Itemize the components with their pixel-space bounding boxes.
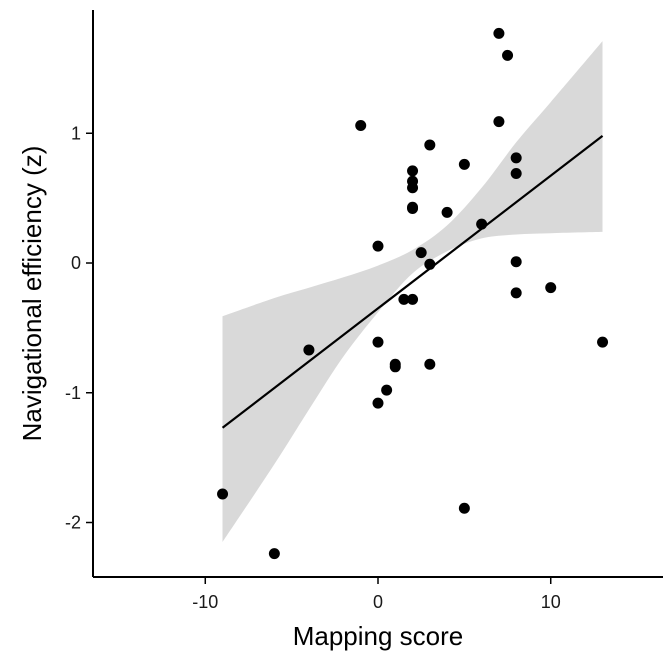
data-point bbox=[458, 158, 470, 170]
x-tick-label: 10 bbox=[541, 592, 561, 612]
data-point bbox=[268, 548, 280, 560]
y-axis-ticks: -2 -1 0 1 bbox=[65, 123, 93, 533]
data-point bbox=[303, 344, 315, 356]
data-point bbox=[493, 27, 505, 39]
data-point bbox=[493, 116, 505, 128]
data-point bbox=[389, 361, 401, 373]
data-point bbox=[458, 502, 470, 514]
data-point bbox=[510, 287, 522, 299]
x-axis-ticks: -10 0 10 bbox=[192, 577, 561, 612]
data-point bbox=[510, 256, 522, 268]
data-point bbox=[545, 282, 557, 294]
data-point bbox=[217, 488, 229, 500]
x-tick-label: -10 bbox=[192, 592, 218, 612]
y-tick-label: -1 bbox=[65, 383, 81, 403]
data-point bbox=[372, 240, 384, 252]
y-tick-label: 1 bbox=[71, 123, 81, 143]
data-point bbox=[372, 336, 384, 348]
data-point bbox=[441, 206, 453, 218]
y-axis-title: Navigational efficiency (z) bbox=[17, 146, 47, 442]
y-tick-label: -2 bbox=[65, 513, 81, 533]
data-point bbox=[597, 336, 609, 348]
data-point bbox=[510, 167, 522, 179]
data-point bbox=[407, 201, 419, 213]
x-tick-label: 0 bbox=[373, 592, 383, 612]
data-point bbox=[415, 247, 427, 259]
data-point bbox=[355, 119, 367, 131]
data-point bbox=[424, 139, 436, 151]
regression-line bbox=[221, 134, 604, 429]
data-point bbox=[407, 293, 419, 305]
data-point bbox=[510, 152, 522, 164]
data-point bbox=[381, 384, 393, 396]
data-point bbox=[372, 397, 384, 409]
data-point bbox=[407, 182, 419, 194]
data-point bbox=[407, 165, 419, 177]
data-point bbox=[502, 49, 514, 61]
confidence-band bbox=[222, 41, 603, 542]
data-points bbox=[217, 27, 609, 560]
y-tick-label: 0 bbox=[71, 253, 81, 273]
data-point bbox=[398, 293, 410, 305]
data-point bbox=[424, 358, 436, 370]
x-axis-title: Mapping score bbox=[293, 621, 464, 651]
